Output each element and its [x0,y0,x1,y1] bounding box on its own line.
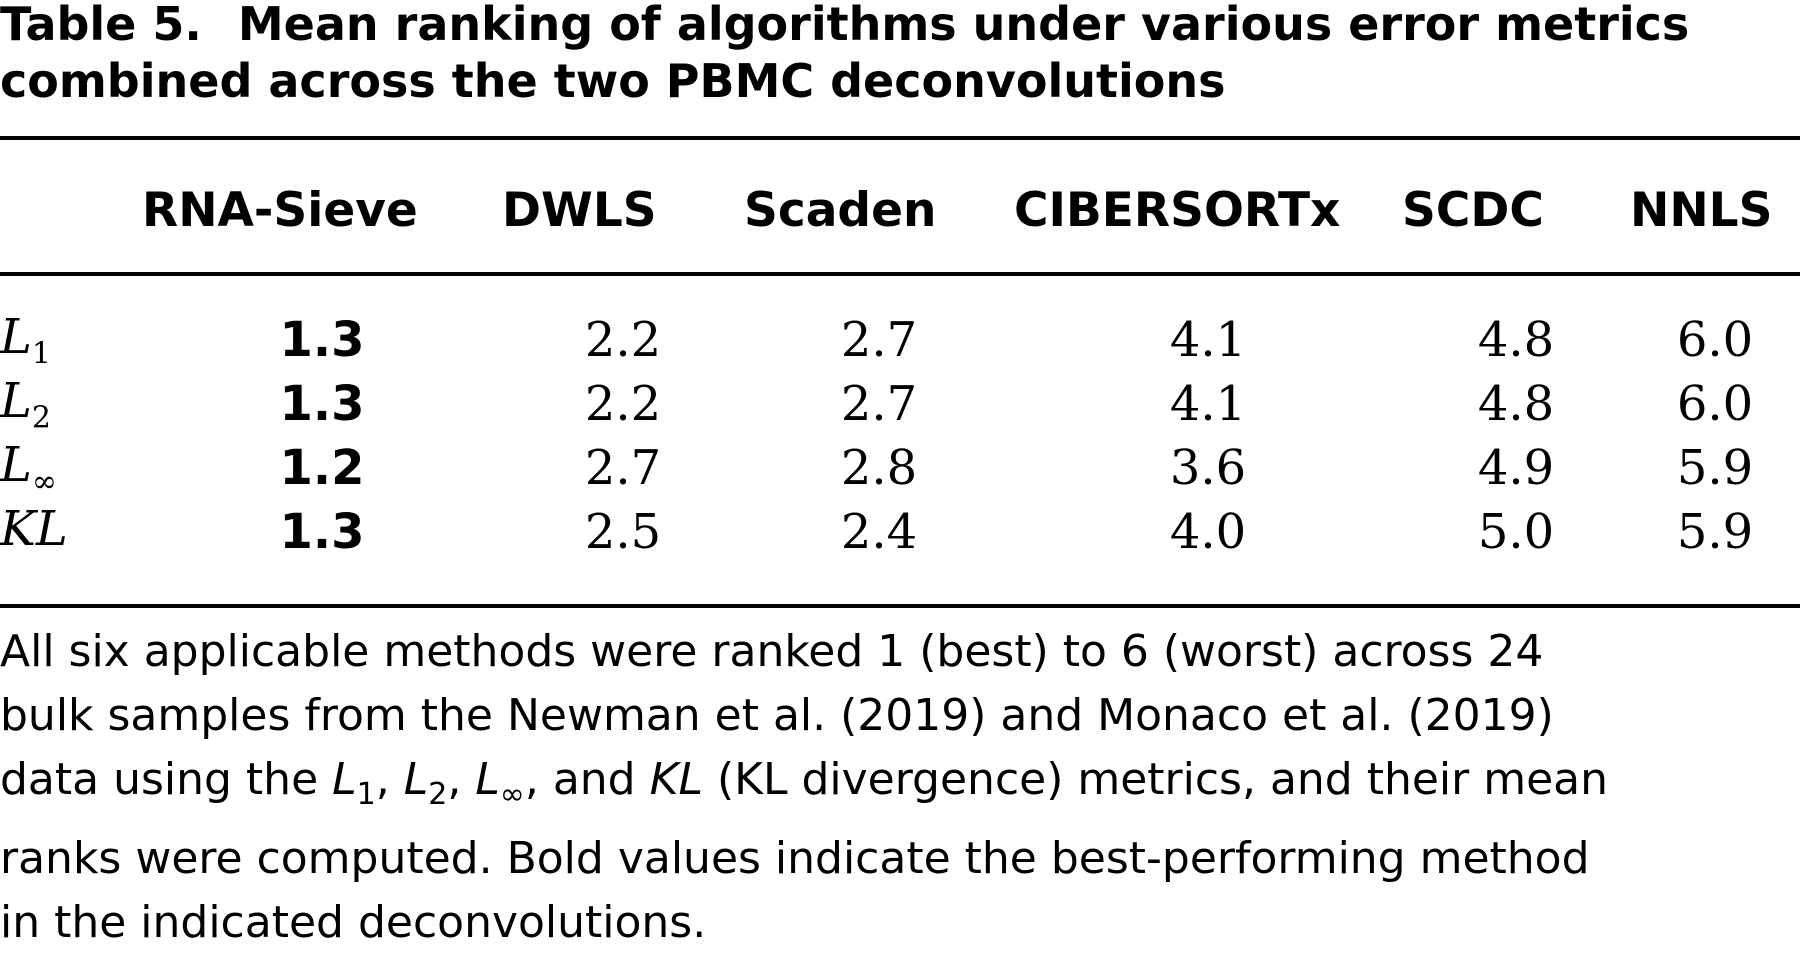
table-cell-best: 1.3 [279,504,365,560]
metric-l2: L2 [403,754,448,812]
metric-label: L∞ [0,436,57,500]
column-header-cibersortx: CIBERSORTx [1014,182,1341,238]
footnote-line: All six applicable methods were ranked 1… [0,626,1544,677]
table-cell-best: 1.2 [279,440,365,496]
header-row: RNA-Sieve DWLS Scaden CIBERSORTx SCDC NN… [0,140,1800,276]
table-cell: 4.1 [1169,376,1247,432]
footnote-line: ranks were computed. Bold values indicat… [0,832,1590,884]
metric-label: KL [0,500,68,557]
footnote-line: data using the L1, L2, L∞, and KL (KL di… [0,754,1608,812]
metric-label: L1 [0,308,51,372]
bottom-rule [0,604,1800,608]
table-title: Mean ranking of algorithms under various… [237,0,1690,51]
table-cell: 5.9 [1676,440,1754,496]
column-header-metric [0,140,142,276]
table-cell: 4.9 [1477,440,1555,496]
table-cell: 4.8 [1477,376,1555,432]
metric-linf: L∞ [475,754,525,812]
table-cell: 4.8 [1477,312,1555,368]
table-cell: 4.1 [1169,312,1247,368]
table-cell: 4.0 [1169,504,1247,560]
ranking-table: RNA-Sieve DWLS Scaden CIBERSORTx SCDC NN… [0,140,1800,564]
column-header-dwls: DWLS [502,182,657,238]
table-footnote: All six applicable methods were ranked 1… [0,620,1800,955]
footnote-line: bulk samples from the Newman et al. (201… [0,690,1554,741]
table-cell-best: 1.3 [279,312,365,368]
table-row: KL 1.3 2.5 2.4 4.0 5.0 5.9 [0,500,1800,564]
table-cell: 2.5 [584,504,662,560]
table-cell: 6.0 [1676,312,1754,368]
header-rule [0,272,1800,276]
table-row: L∞ 1.2 2.7 2.8 3.6 4.9 5.9 [0,436,1800,500]
table-cell: 2.4 [840,504,918,560]
column-header-scdc: SCDC [1402,182,1544,238]
metric-kl: KL [649,754,703,805]
table-cell: 5.9 [1676,504,1754,560]
table-row: L2 1.3 2.2 2.7 4.1 4.8 6.0 [0,372,1800,436]
table-cell: 5.0 [1477,504,1555,560]
table-cell-best: 1.3 [279,376,365,432]
table-cell: 3.6 [1169,440,1247,496]
table-cell: 2.7 [840,312,918,368]
table-label: Table 5. [0,0,202,51]
column-header-scaden: Scaden [744,182,937,238]
table-caption: Table 5. Mean ranking of algorithms under… [0,0,1800,110]
table-cell: 2.7 [584,440,662,496]
table-row: L1 1.3 2.2 2.7 4.1 4.8 6.0 [0,276,1800,372]
column-header-rna-sieve: RNA-Sieve [142,182,418,238]
caption-line-2: combined across the two PBMC deconvoluti… [0,54,1226,108]
metric-label: L2 [0,372,51,436]
top-rule [0,136,1800,140]
table-cell: 2.2 [584,376,662,432]
caption-line-1: Table 5. Mean ranking of algorithms under… [0,0,1800,53]
table-cell: 2.8 [840,440,918,496]
column-header-nnls: NNLS [1630,182,1773,238]
metric-l1: L1 [332,754,376,812]
table-cell: 2.7 [840,376,918,432]
table-cell: 6.0 [1676,376,1754,432]
footnote-line: in the indicated deconvolutions. [0,896,707,948]
table-cell: 2.2 [584,312,662,368]
